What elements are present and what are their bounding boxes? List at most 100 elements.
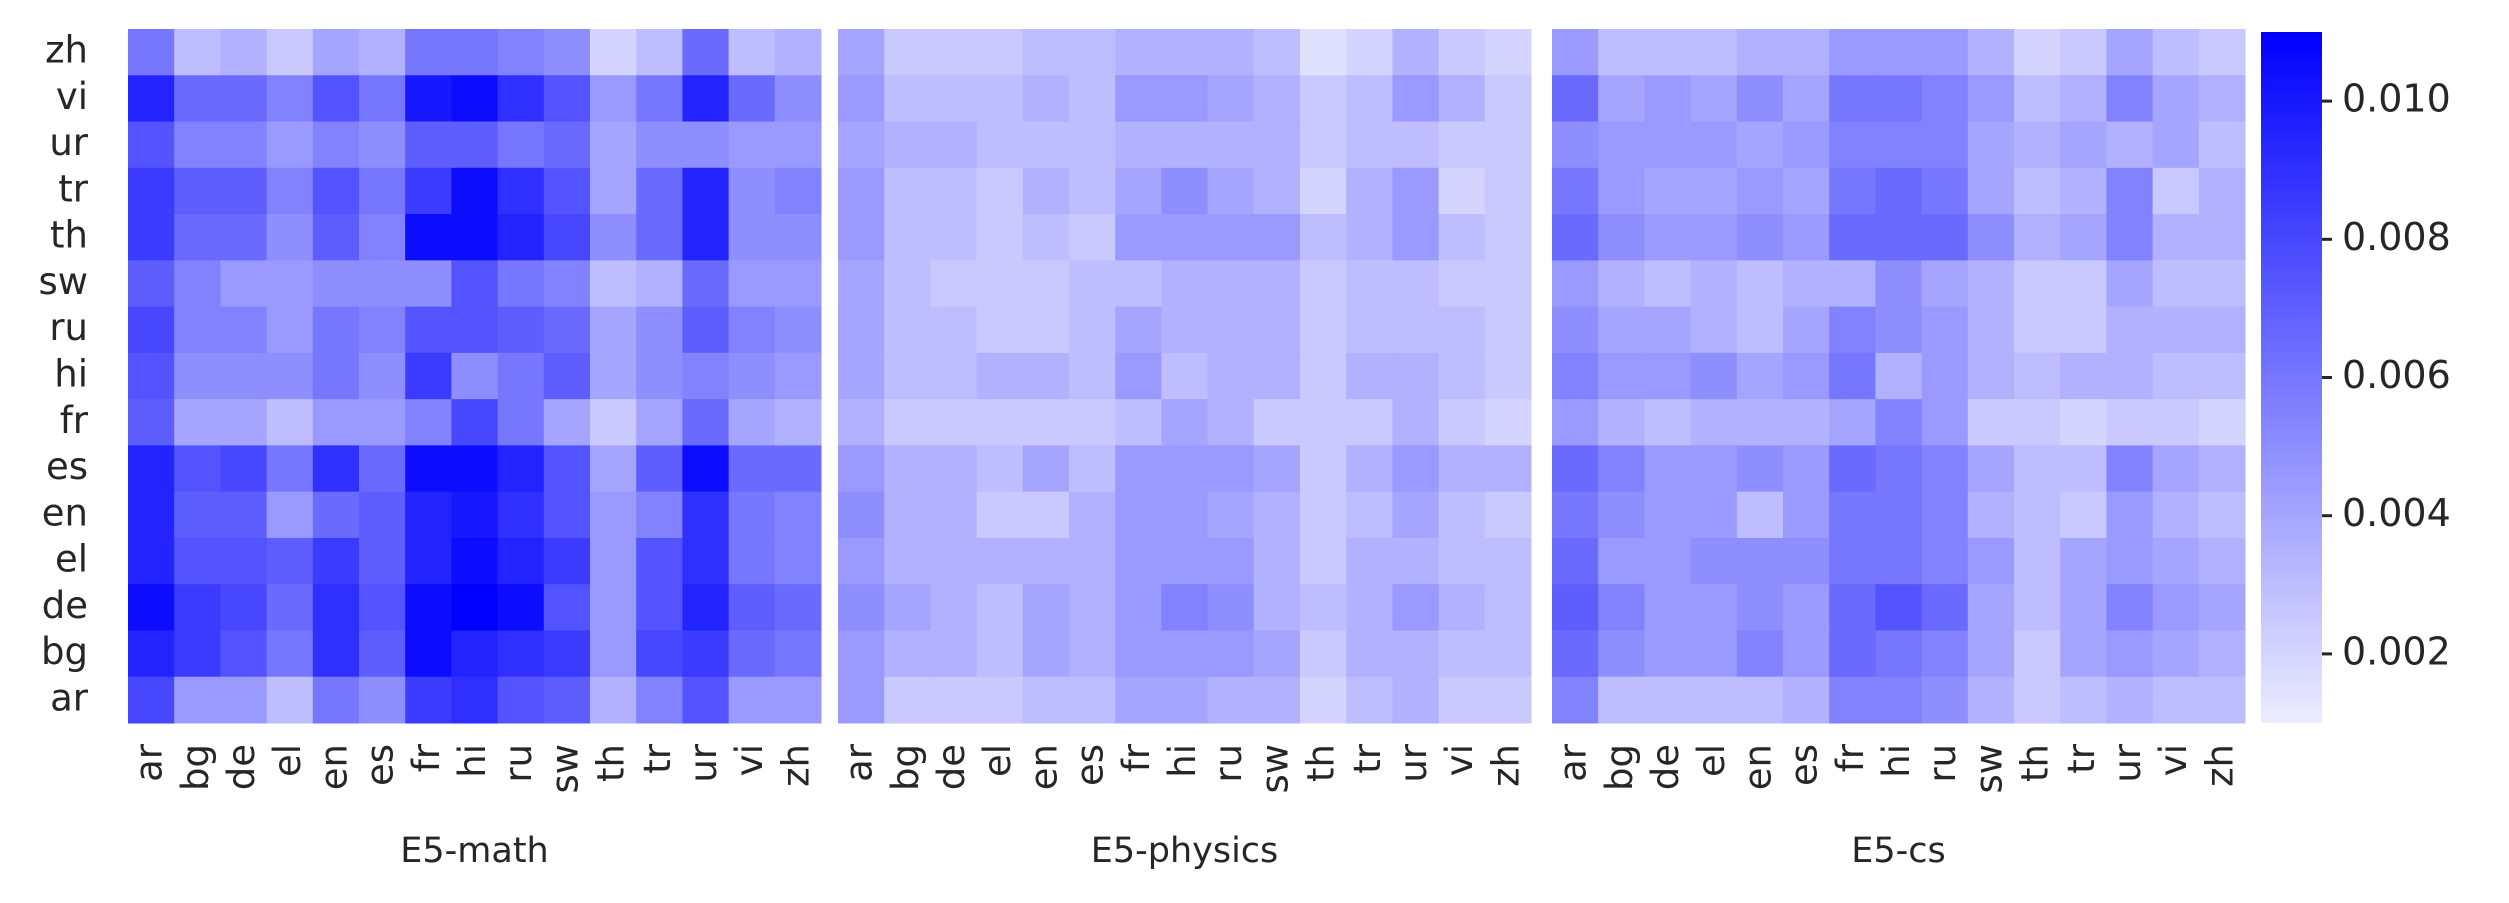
- heatmap-cell: [1300, 445, 1347, 493]
- heatmap-cell: [266, 491, 314, 539]
- heatmap-cell: [497, 352, 545, 400]
- heatmap-cell: [1207, 214, 1255, 261]
- heatmap-cell: [1438, 260, 1486, 308]
- y-tick-label: ru: [49, 306, 88, 349]
- heatmap-cell: [1161, 75, 1209, 123]
- heatmap-cell: [405, 352, 452, 400]
- heatmap-cell: [774, 167, 822, 215]
- heatmap-cell: [543, 445, 591, 493]
- heatmap-cell: [1161, 306, 1209, 354]
- heatmap-cell: [1392, 260, 1440, 308]
- heatmap-cell: [1253, 75, 1301, 123]
- heatmap-cell: [1300, 214, 1347, 261]
- heatmap-cell: [543, 537, 591, 585]
- heatmap-cell: [2060, 445, 2107, 493]
- heatmap-cell: [451, 260, 499, 308]
- heatmap-cell: [1967, 537, 2015, 585]
- heatmap-cell: [1598, 537, 1645, 585]
- heatmap-cell: [1392, 214, 1440, 261]
- heatmap-cell: [682, 260, 730, 308]
- heatmap-cell: [1069, 491, 1116, 539]
- heatmap-cell: [1346, 352, 1393, 400]
- heatmap-cell: [1783, 167, 1830, 215]
- heatmap-cell: [174, 676, 221, 724]
- heatmap-cell: [1253, 29, 1301, 76]
- heatmap-cell: [1484, 584, 1532, 631]
- heatmap-cell: [682, 214, 730, 261]
- heatmap-cell: [2106, 214, 2154, 261]
- heatmap-cell: [636, 214, 683, 261]
- heatmap-cell: [497, 260, 545, 308]
- heatmap-cell: [1022, 445, 1070, 493]
- heatmap-cell: [1161, 214, 1209, 261]
- heatmap-cell: [976, 630, 1024, 678]
- heatmap-cell: [1069, 676, 1116, 724]
- heatmap-cell: [2152, 352, 2200, 400]
- heatmap-cell: [1736, 399, 1784, 446]
- heatmap-cell: [1736, 75, 1784, 123]
- heatmap-cell: [1022, 630, 1070, 678]
- heatmap-cell: [636, 306, 683, 354]
- heatmap-cell: [1300, 630, 1347, 678]
- heatmap-cell: [636, 491, 683, 539]
- heatmap-cell: [1829, 352, 1876, 400]
- heatmap-cell: [2106, 399, 2154, 446]
- heatmap-cell: [1644, 306, 1692, 354]
- heatmap-cell: [884, 491, 931, 539]
- heatmap-cell: [2152, 121, 2200, 169]
- heatmap-cell: [884, 399, 931, 446]
- heatmap-cell: [884, 537, 931, 585]
- x-axis-label: E5-physics: [1091, 831, 1279, 871]
- heatmap-cell: [682, 29, 730, 76]
- y-tick-label: el: [55, 538, 88, 581]
- heatmap-cell: [174, 584, 221, 631]
- heatmap-cell: [220, 121, 268, 169]
- heatmap-cell: [2060, 491, 2107, 539]
- heatmap-cell: [359, 399, 406, 446]
- heatmap-cell: [497, 75, 545, 123]
- heatmap-cell: [1690, 306, 1738, 354]
- heatmap-cell: [590, 630, 637, 678]
- x-tick-label: en: [312, 744, 355, 790]
- heatmap-cell: [1484, 630, 1532, 678]
- heatmap-cell: [1300, 121, 1347, 169]
- heatmap-cell: [728, 306, 776, 354]
- heatmap-cell: [1736, 214, 1784, 261]
- heatmap-cell: [838, 75, 885, 123]
- heatmap-cell: [1783, 352, 1830, 400]
- heatmap-cell: [1161, 491, 1209, 539]
- heatmap-cell: [1438, 214, 1486, 261]
- heatmap-cell: [543, 491, 591, 539]
- heatmap-cell: [1921, 491, 1969, 539]
- heatmap-cell: [884, 121, 931, 169]
- x-tick-label: fr: [405, 743, 448, 772]
- heatmap-cell: [1967, 121, 2015, 169]
- heatmap-cell: [2106, 306, 2154, 354]
- heatmap-cell: [2152, 75, 2200, 123]
- y-tick-label: en: [42, 491, 88, 534]
- heatmap-cell: [728, 584, 776, 631]
- heatmap-cell: [543, 75, 591, 123]
- heatmap-cell: [1484, 399, 1532, 446]
- heatmap-cell: [2198, 676, 2246, 724]
- heatmap-cell: [1967, 75, 2015, 123]
- x-tick-label: zh: [2198, 744, 2241, 787]
- x-tick-label: el: [976, 744, 1019, 777]
- heatmap-cell: [1392, 584, 1440, 631]
- heatmap-cell: [838, 167, 885, 215]
- heatmap-cell: [1598, 352, 1645, 400]
- heatmap-cell: [266, 537, 314, 585]
- x-tick-label: hi: [1161, 744, 1204, 778]
- heatmap-cell: [1598, 29, 1645, 76]
- heatmap-cell: [2014, 445, 2061, 493]
- heatmap-cell: [1644, 445, 1692, 493]
- heatmap-cell: [636, 260, 683, 308]
- heatmap-cell: [543, 29, 591, 76]
- heatmap-cell: [1829, 214, 1876, 261]
- heatmap-cell: [220, 399, 268, 446]
- heatmap-cell: [1552, 445, 1599, 493]
- heatmap-cell: [1346, 306, 1393, 354]
- heatmap-cell: [930, 491, 978, 539]
- heatmap-cell: [1552, 260, 1599, 308]
